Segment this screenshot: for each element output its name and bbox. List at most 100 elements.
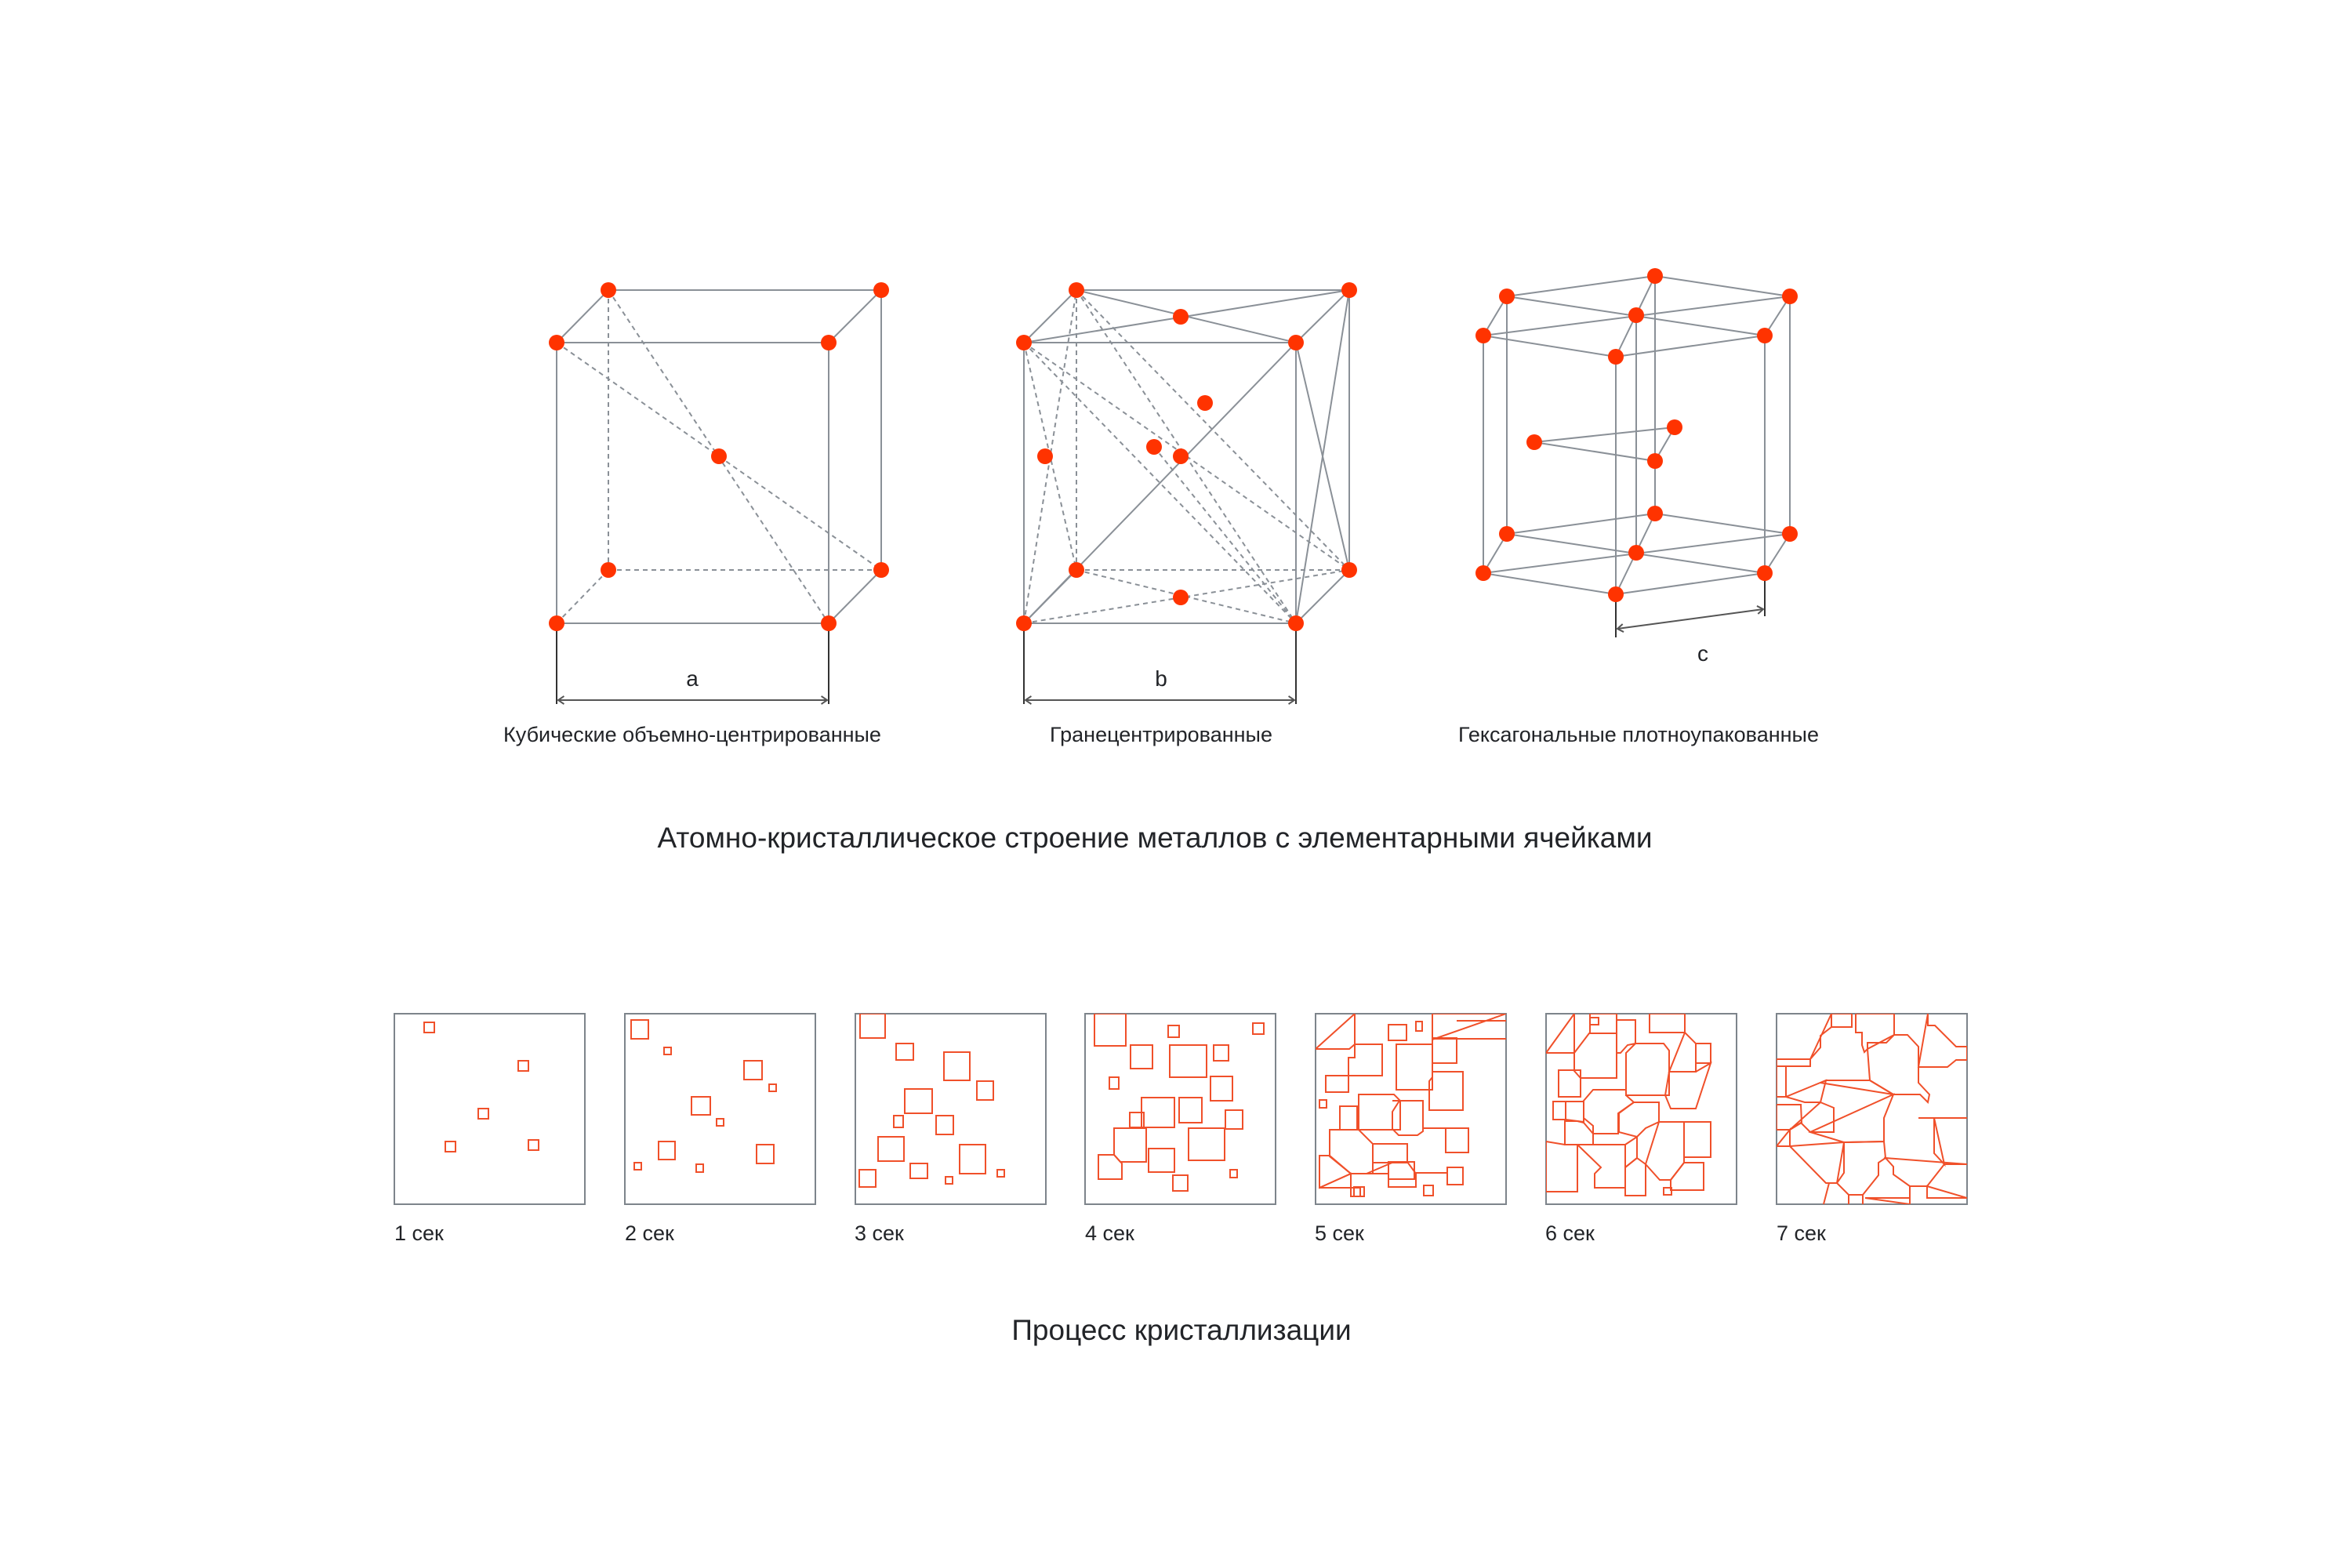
grain <box>1558 1069 1581 1098</box>
edge <box>1654 275 1791 297</box>
caption-fcc: Гранецентрированные <box>1050 723 1272 746</box>
atom <box>873 282 889 298</box>
grain <box>904 1088 933 1114</box>
grain-group <box>630 1019 777 1173</box>
atom <box>1016 335 1032 350</box>
grain <box>1423 1185 1434 1196</box>
dimension-arrowhead <box>557 695 564 705</box>
panel-frame <box>624 1013 816 1205</box>
atom <box>549 615 564 631</box>
grain <box>695 1163 704 1173</box>
dimension-label-a: a <box>686 666 699 691</box>
grain <box>528 1139 539 1151</box>
dimension-arrowhead <box>1616 623 1624 633</box>
edge <box>1654 513 1791 535</box>
grain <box>423 1022 435 1033</box>
dimension-line <box>1617 608 1764 630</box>
grain <box>1388 1161 1417 1188</box>
atom <box>1647 268 1663 284</box>
atom <box>1341 562 1357 578</box>
atom <box>1341 282 1357 298</box>
grain <box>1625 1043 1670 1096</box>
grain <box>1670 1162 1704 1191</box>
grain <box>1624 1156 1646 1196</box>
grain <box>1172 1174 1189 1192</box>
grain <box>1319 1099 1327 1109</box>
stage-label-2: 2 сек <box>625 1221 674 1245</box>
dimension-arrowhead <box>821 695 829 705</box>
dimension-label-c: c <box>1697 641 1708 666</box>
stage-panel-5 <box>1315 1013 1507 1205</box>
hidden-edge <box>1023 289 1077 624</box>
grain <box>945 1176 953 1185</box>
atom <box>1608 349 1624 365</box>
grain <box>1252 1022 1265 1035</box>
grain <box>658 1141 676 1160</box>
edge <box>828 569 882 624</box>
grain <box>1616 1014 1636 1054</box>
stage-label-6: 6 сек <box>1545 1221 1595 1245</box>
stage-label-7: 7 сек <box>1777 1221 1826 1245</box>
grain <box>1428 1071 1464 1111</box>
grain <box>1213 1044 1229 1062</box>
edge <box>1483 335 1617 358</box>
grain <box>1415 1021 1423 1032</box>
grain <box>1094 1014 1127 1047</box>
dimension-arrowhead <box>1756 605 1765 615</box>
grain <box>1618 1102 1660 1138</box>
atom <box>1475 328 1491 343</box>
dimension-label-b: b <box>1155 666 1167 691</box>
panel-frame <box>1315 1013 1507 1205</box>
fcc-lattice <box>1016 282 1357 705</box>
stage-panel-4 <box>1084 1013 1276 1205</box>
edge <box>1615 335 1766 358</box>
grain <box>1823 1182 1830 1204</box>
atom <box>1173 590 1189 605</box>
grain <box>935 1115 954 1135</box>
atom <box>1782 526 1798 542</box>
edge <box>828 289 882 343</box>
grain <box>1683 1121 1711 1158</box>
atom <box>601 282 616 298</box>
caption-hcp: Гексагональные плотноупакованные <box>1458 723 1819 746</box>
atom <box>1757 565 1773 581</box>
grain <box>1229 1169 1238 1178</box>
atom <box>1037 448 1053 464</box>
atom <box>1608 586 1624 602</box>
panel-frame <box>394 1013 586 1205</box>
atom <box>1526 434 1542 450</box>
grain <box>716 1118 724 1127</box>
panel-frame <box>855 1013 1047 1205</box>
grain <box>1130 1044 1153 1069</box>
stage-label-4: 4 сек <box>1085 1221 1134 1245</box>
grain <box>1917 1014 1967 1068</box>
atom <box>1288 615 1304 631</box>
grain <box>445 1141 456 1152</box>
grain <box>756 1144 775 1164</box>
hidden-edge <box>556 569 609 624</box>
grain <box>1835 1140 1887 1196</box>
stage-label-5: 5 сек <box>1315 1221 1364 1245</box>
grain <box>1210 1076 1233 1102</box>
grain <box>1663 1187 1672 1196</box>
grain <box>633 1162 642 1171</box>
atom <box>1628 545 1644 561</box>
grain <box>1325 1075 1349 1093</box>
grain <box>691 1096 711 1116</box>
atom <box>873 562 889 578</box>
grain <box>477 1108 489 1120</box>
atom <box>1475 565 1491 581</box>
grain <box>943 1051 971 1081</box>
atom <box>1197 395 1213 411</box>
atom <box>1499 526 1515 542</box>
grain <box>1831 1014 1853 1028</box>
grain <box>1446 1167 1464 1185</box>
atom <box>1069 562 1084 578</box>
atom <box>1667 419 1682 435</box>
stage-panel-1 <box>394 1013 586 1205</box>
atom <box>1146 439 1162 455</box>
stage-panel-2 <box>624 1013 816 1205</box>
grain <box>859 1014 886 1039</box>
edge <box>1534 441 1656 462</box>
grain-group <box>1777 1014 1967 1204</box>
